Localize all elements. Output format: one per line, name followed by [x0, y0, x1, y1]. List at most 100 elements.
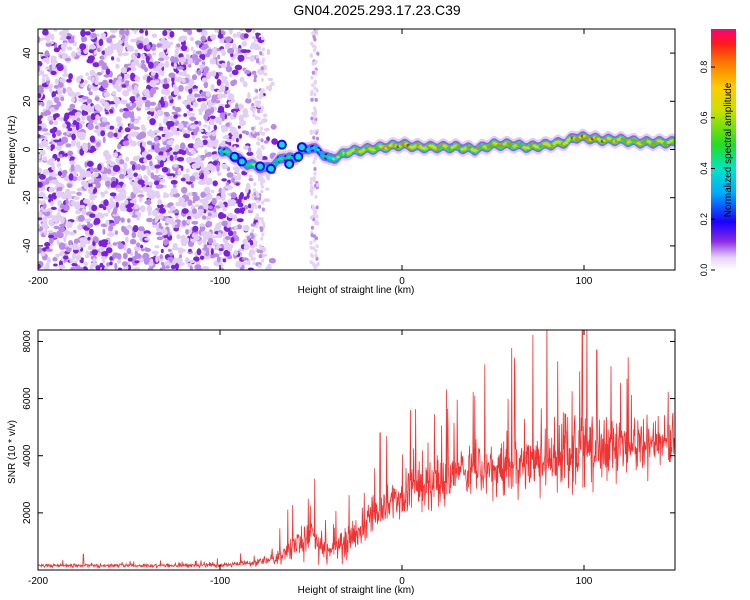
noise-speckle: [169, 256, 173, 263]
noise-speckle: [137, 179, 145, 185]
noise-speckle: [63, 42, 67, 50]
noise-speckle: [312, 160, 316, 165]
noise-speckle: [140, 59, 145, 64]
noise-speckle: [163, 151, 167, 158]
noise-speckle: [83, 181, 89, 190]
noise-speckle: [154, 190, 160, 196]
noise-speckle: [151, 250, 159, 255]
noise-speckle: [212, 140, 218, 148]
noise-speckle: [45, 76, 50, 81]
noise-speckle: [91, 76, 95, 82]
noise-speckle: [261, 207, 265, 212]
ridge-blob: [231, 153, 238, 160]
noise-speckle: [221, 93, 227, 99]
noise-speckle: [93, 236, 98, 243]
noise-speckle: [310, 191, 314, 196]
noise-speckle: [168, 72, 176, 78]
noise-speckle: [45, 56, 50, 65]
noise-speckle: [224, 235, 231, 240]
noise-speckle: [103, 101, 110, 108]
noise-speckle: [87, 55, 95, 62]
noise-speckle: [169, 205, 176, 211]
noise-speckle: [184, 86, 192, 90]
noise-speckle: [192, 88, 199, 92]
noise-speckle: [56, 157, 61, 162]
noise-speckle: [172, 210, 180, 214]
noise-speckle: [73, 238, 79, 245]
noise-speckle: [75, 254, 82, 261]
noise-speckle: [181, 208, 189, 214]
noise-speckle: [233, 250, 239, 256]
noise-speckle: [133, 204, 140, 210]
noise-speckle: [46, 39, 50, 44]
noise-speckle: [241, 104, 244, 109]
y-tick-label: -20: [22, 190, 33, 205]
noise-speckle: [186, 219, 190, 225]
noise-speckle: [168, 41, 174, 46]
noise-speckle: [89, 69, 96, 77]
noise-speckle: [245, 98, 252, 104]
noise-speckle: [133, 126, 140, 130]
noise-speckle: [88, 91, 93, 96]
ridge-blob: [278, 141, 285, 148]
noise-speckle: [261, 156, 268, 161]
noise-speckle: [246, 182, 251, 190]
noise-speckle: [38, 70, 45, 75]
noise-speckle: [77, 175, 83, 181]
noise-speckle: [315, 244, 319, 249]
noise-speckle: [107, 45, 111, 49]
noise-speckle: [45, 105, 49, 111]
noise-speckle: [215, 244, 222, 249]
noise-speckle: [137, 42, 144, 50]
noise-speckle: [224, 81, 230, 88]
noise-speckle: [241, 257, 249, 261]
y-tick-label: 4000: [22, 444, 33, 467]
noise-speckle: [146, 191, 154, 198]
noise-speckle: [113, 132, 118, 138]
noise-speckle: [44, 265, 50, 270]
noise-speckle: [263, 127, 270, 132]
noise-speckle: [227, 94, 231, 101]
noise-speckle: [109, 35, 116, 39]
noise-speckle: [86, 98, 93, 104]
noise-speckle: [101, 117, 108, 123]
noise-speckle: [129, 96, 137, 102]
noise-speckle: [259, 51, 263, 56]
noise-speckle: [72, 252, 77, 260]
noise-speckle: [122, 193, 127, 200]
noise-speckle: [232, 33, 238, 38]
noise-speckle: [43, 228, 48, 236]
noise-speckle: [246, 151, 254, 156]
noise-speckle: [61, 169, 67, 178]
noise-speckle: [49, 86, 53, 93]
noise-speckle: [38, 217, 43, 221]
noise-speckle: [98, 82, 106, 86]
noise-speckle: [233, 110, 237, 118]
noise-speckle: [171, 111, 179, 115]
noise-speckle: [153, 61, 160, 67]
noise-speckle: [115, 201, 119, 208]
noise-speckle: [190, 150, 197, 155]
noise-speckle: [193, 236, 200, 241]
noise-speckle: [255, 54, 259, 59]
noise-speckle: [101, 122, 106, 126]
noise-speckle: [75, 209, 81, 215]
noise-speckle: [115, 79, 122, 85]
noise-speckle: [114, 42, 121, 51]
noise-speckle: [215, 222, 222, 230]
noise-speckle: [206, 131, 213, 136]
noise-speckle: [38, 167, 42, 173]
noise-speckle: [121, 34, 126, 40]
noise-speckle: [220, 124, 228, 131]
noise-speckle: [102, 258, 105, 264]
noise-speckle: [261, 200, 265, 205]
noise-speckle: [167, 203, 172, 208]
noise-speckle: [210, 84, 215, 92]
noise-speckle: [84, 79, 88, 85]
noise-speckle: [313, 109, 318, 114]
noise-speckle: [312, 178, 316, 183]
noise-speckle: [312, 30, 316, 35]
noise-speckle: [312, 35, 316, 39]
ridge-core: [318, 150, 322, 154]
